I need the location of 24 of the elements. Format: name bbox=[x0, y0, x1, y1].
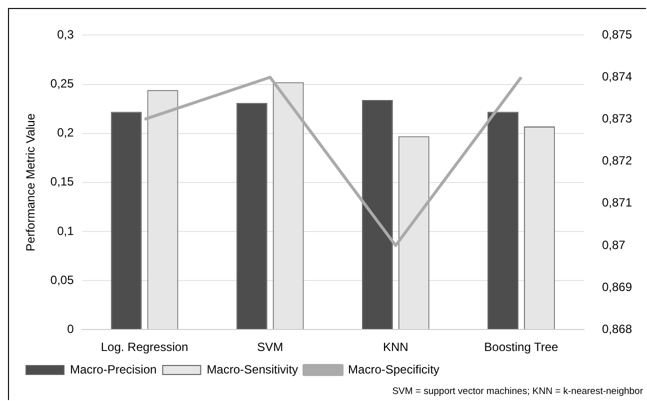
legend-label: Macro-Sensitivity bbox=[206, 362, 298, 376]
y2-tick-label: 0,875 bbox=[602, 28, 632, 42]
y-tick-label: 0,25 bbox=[50, 76, 74, 91]
y-tick-label: 0,05 bbox=[50, 272, 74, 287]
y2-tick-label: 0,874 bbox=[602, 70, 632, 84]
y-tick-label: 0,2 bbox=[57, 126, 74, 140]
legend-label: Macro-Specificity bbox=[348, 362, 440, 376]
y-axis-title: Performance Metric Value bbox=[24, 113, 38, 252]
y-tick-label: 0,15 bbox=[50, 174, 74, 189]
y-tick-label: 0,3 bbox=[57, 28, 74, 42]
y2-tick-label: 0,873 bbox=[602, 112, 632, 126]
x-tick-label: SVM bbox=[257, 340, 284, 354]
y-tick-label: 0 bbox=[67, 322, 74, 336]
x-tick-label: Log. Regression bbox=[100, 340, 188, 354]
y2-tick-label: 0,87 bbox=[602, 238, 626, 252]
y2-tick-label: 0,871 bbox=[602, 196, 632, 210]
y2-tick-label: 0,868 bbox=[602, 322, 632, 336]
legend-label: Macro-Precision bbox=[70, 362, 157, 376]
y2-tick-label: 0,872 bbox=[602, 154, 632, 168]
x-tick-label: Boosting Tree bbox=[484, 340, 559, 354]
y-tick-label: 0,1 bbox=[57, 224, 74, 238]
x-tick-label: KNN bbox=[382, 340, 408, 354]
y2-tick-label: 0,869 bbox=[602, 280, 632, 294]
text: SVM = support vector machines; KNN = k-nearest-neighbor bbox=[392, 386, 643, 397]
